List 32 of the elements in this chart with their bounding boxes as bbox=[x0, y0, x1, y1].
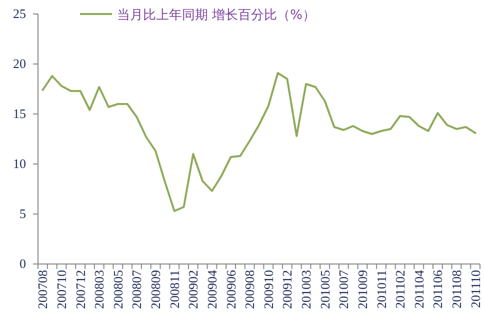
y-tick-label: 20 bbox=[13, 56, 26, 71]
x-tick-label: 200805 bbox=[110, 270, 126, 309]
x-tick-label: 200809 bbox=[148, 270, 164, 309]
x-tick-label: 200906 bbox=[223, 270, 238, 309]
legend-label: 当月比上年同期 增长百分比（%） bbox=[117, 8, 316, 23]
x-tick-label: 201104 bbox=[411, 270, 426, 309]
x-tick-label: 201009 bbox=[354, 270, 370, 309]
x-tick-label: 200811 bbox=[166, 270, 182, 309]
y-tick-label: 25 bbox=[13, 6, 26, 21]
x-tick-label: 200910 bbox=[260, 270, 276, 309]
x-tick-label: 201108 bbox=[448, 270, 464, 309]
x-tick-label: 200803 bbox=[92, 270, 107, 309]
x-tick-label: 201011 bbox=[374, 270, 389, 309]
x-tick-label: 200902 bbox=[186, 270, 201, 309]
x-tick-label: 200712 bbox=[72, 270, 88, 309]
y-tick-label: 10 bbox=[13, 156, 26, 171]
x-tick-label: 200904 bbox=[204, 270, 220, 309]
line-series bbox=[42, 72, 476, 212]
x-tick-label: 200708 bbox=[35, 270, 50, 309]
y-tick-label: 0 bbox=[20, 256, 26, 271]
x-tick-label: 201005 bbox=[317, 270, 332, 309]
x-tick-label: 201007 bbox=[336, 270, 352, 309]
x-tick-label: 201110 bbox=[468, 270, 483, 308]
x-tick-label: 200908 bbox=[242, 270, 258, 309]
x-tick-label: 201102 bbox=[392, 270, 408, 309]
x-tick-label: 201106 bbox=[430, 270, 446, 309]
x-tick-label: 201003 bbox=[298, 270, 314, 309]
y-tick-label: 5 bbox=[20, 206, 26, 221]
y-tick-label: 15 bbox=[13, 106, 26, 121]
x-tick-label: 200912 bbox=[280, 270, 295, 309]
x-tick-label: 200807 bbox=[129, 270, 144, 309]
x-tick-label: 200710 bbox=[54, 270, 70, 309]
